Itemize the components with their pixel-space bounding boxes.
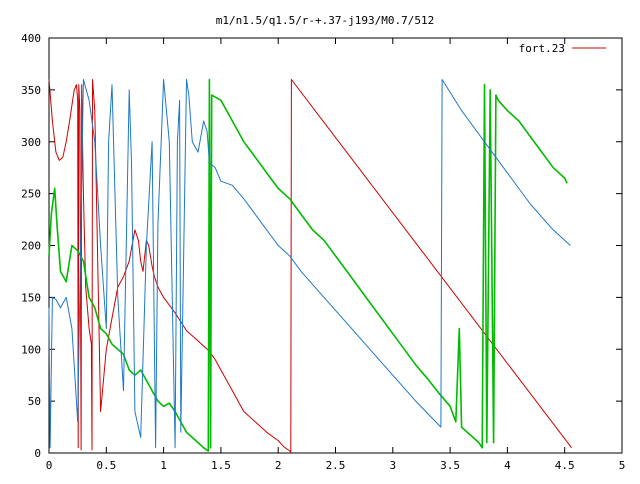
series-fort-23-line [48,79,572,453]
y-tick-label: 150 [21,291,41,304]
x-tick-label: 1 [160,459,167,472]
series-blue-line [48,79,571,449]
x-tick-label: 3.5 [440,459,460,472]
x-tick-label: 0 [46,459,53,472]
y-tick-label: 300 [21,136,41,149]
y-tick-label: 200 [21,240,41,253]
y-tick-label: 250 [21,188,41,201]
y-tick-label: 100 [21,343,41,356]
x-tick-label: 2.5 [326,459,346,472]
y-axis-ticks: 0 50 100 150 200 250 300 350 400 [21,32,622,460]
series-green-line [48,78,568,452]
y-tick-label: 350 [21,84,41,97]
y-tick-label: 400 [21,32,41,45]
x-axis-ticks: 0 0.5 1 1.5 2 2.5 3 3.5 4 4.5 5 [46,38,626,472]
x-tick-label: 4 [504,459,511,472]
x-tick-label: 3 [389,459,396,472]
x-tick-label: 5 [619,459,626,472]
series-layer [48,78,572,453]
legend: fort.23 [519,42,606,55]
x-tick-label: 2 [275,459,282,472]
x-tick-label: 0.5 [96,459,116,472]
legend-label-fort-23: fort.23 [519,42,565,55]
chart-title: m1/n1.5/q1.5/r-+.37-j193/M0.7/512 [216,14,435,27]
y-tick-label: 0 [34,447,41,460]
x-tick-label: 1.5 [211,459,231,472]
y-tick-label: 50 [28,395,41,408]
x-tick-label: 4.5 [555,459,575,472]
